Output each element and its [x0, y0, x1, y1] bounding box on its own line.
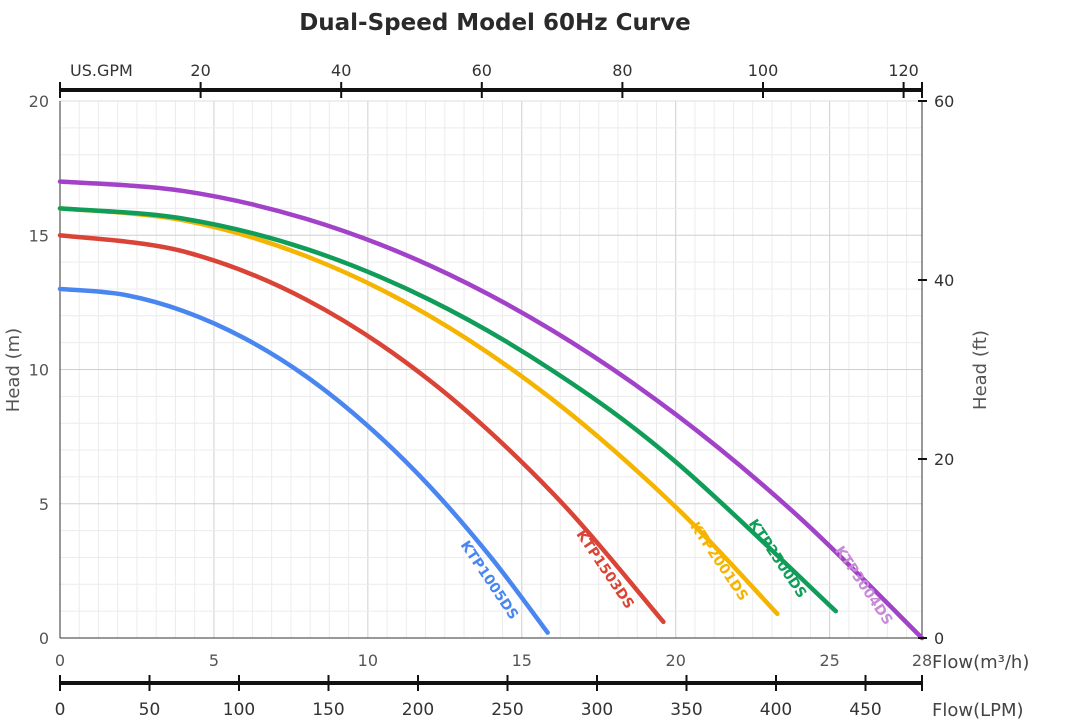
- x-tick-label: 20: [666, 651, 686, 670]
- lpm-tick-label: 0: [55, 700, 66, 720]
- gpm-tick-label: 120: [888, 61, 919, 80]
- gpm-axis-label: US.GPM: [70, 61, 133, 80]
- y2-tick-label: 20: [934, 450, 954, 469]
- gpm-tick-label: 20: [190, 61, 210, 80]
- y-tick-label: 15: [29, 226, 49, 245]
- series-label-ktp2001ds: KTP2001DS: [686, 519, 750, 604]
- y-tick-label: 10: [29, 361, 49, 380]
- series-line-ktp3004ds: [57, 179, 925, 641]
- lpm-tick-label: 200: [402, 700, 434, 720]
- x-tick-label: 0: [55, 651, 65, 670]
- lpm-tick-label: 400: [760, 700, 792, 720]
- x-tick-label: 5: [209, 651, 219, 670]
- x-axis-label: Flow(m³/h): [932, 652, 1029, 673]
- x-tick-label: 25: [819, 651, 839, 670]
- gpm-tick-label: 80: [612, 61, 632, 80]
- gpm-tick-label: 100: [748, 61, 779, 80]
- series-label-ktp1503ds: KTP1503DS: [573, 527, 637, 612]
- y-axis-label: Head (m): [3, 328, 24, 412]
- y2-tick-label: 60: [934, 92, 954, 111]
- gpm-tick-label: 40: [331, 61, 351, 80]
- series-line-ktp1005ds: [57, 286, 550, 635]
- series-label-ktp3004ds: KTP3004DS: [831, 543, 895, 628]
- y2-tick-label: 0: [934, 629, 944, 648]
- lpm-tick-label: 100: [223, 700, 255, 720]
- lpm-tick-label: 50: [139, 700, 161, 720]
- y-tick-label: 5: [39, 495, 49, 514]
- series-line-ktp2500ds: [57, 206, 839, 614]
- series-line-ktp1503ds: [57, 233, 666, 625]
- y-tick-label: 0: [39, 629, 49, 648]
- y2-tick-label: 40: [934, 271, 954, 290]
- gpm-tick-label: 60: [472, 61, 492, 80]
- y2-axis-label: Head (ft): [970, 330, 991, 410]
- lpm-tick-label: 300: [581, 700, 613, 720]
- lpm-tick-label: 250: [491, 700, 523, 720]
- chart-title: Dual-Speed Model 60Hz Curve: [299, 10, 691, 36]
- x-tick-label: 10: [358, 651, 378, 670]
- lpm-axis-label: Flow(LPM): [932, 700, 1024, 721]
- x-tick-label: 15: [512, 651, 532, 670]
- x-tick-label: 28: [912, 651, 932, 670]
- lpm-tick-label: 450: [849, 700, 881, 720]
- lpm-tick-label: 350: [670, 700, 702, 720]
- y-tick-label: 20: [29, 92, 49, 111]
- lpm-tick-label: 150: [312, 700, 344, 720]
